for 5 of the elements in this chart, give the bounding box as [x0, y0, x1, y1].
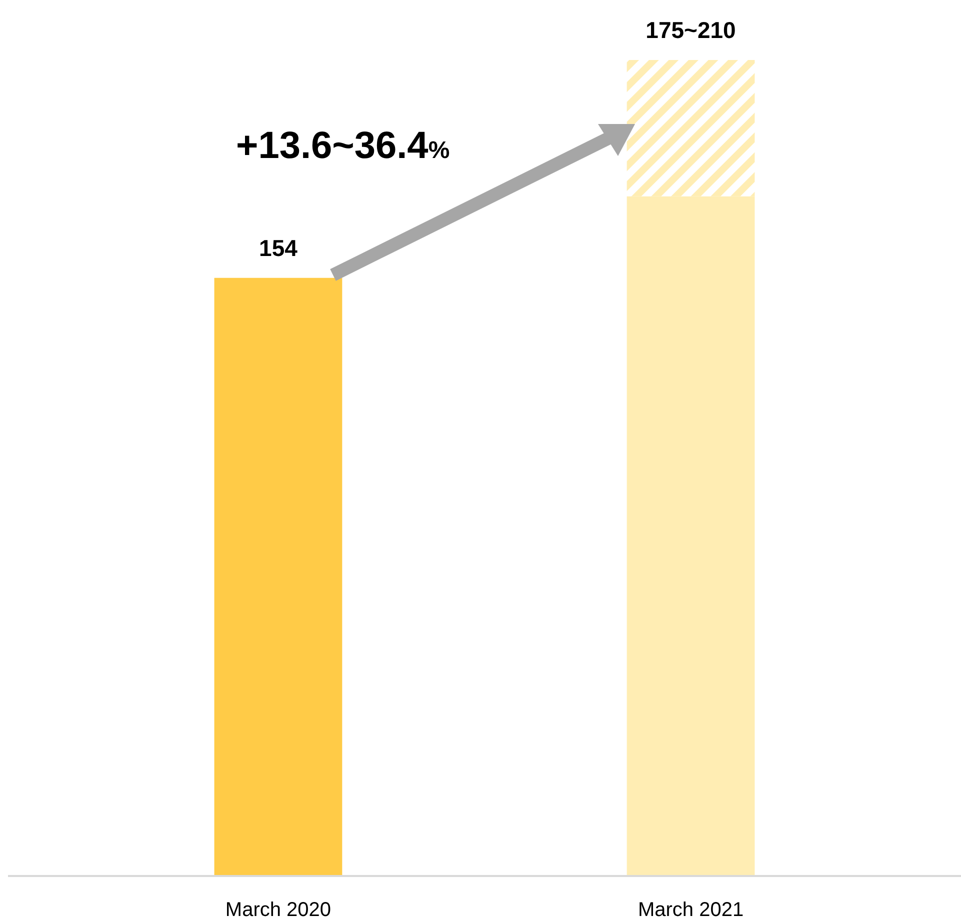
x-tick-label: March 2021	[638, 899, 744, 921]
annotation: 175~210	[646, 17, 736, 43]
annotation: 154	[259, 234, 298, 261]
annotation: +13.6~36.4%	[236, 125, 450, 167]
x-tick-label: March 2020	[225, 899, 332, 921]
